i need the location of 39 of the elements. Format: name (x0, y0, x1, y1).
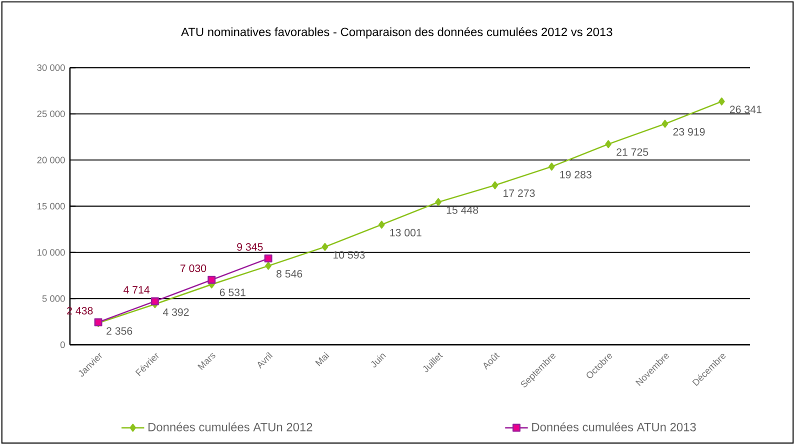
point (435, 198, 442, 206)
point (492, 181, 498, 190)
x-tick-label: Mai (315, 352, 330, 366)
point (208, 276, 216, 284)
data-label: 19 283 (560, 170, 592, 178)
chart-title: ATU nominatives favorables - Comparaison des données cumulées 2012 vs 2013 (181, 27, 612, 39)
y-tick-label: 25 000 (37, 110, 65, 118)
data-label: 8 546 (276, 270, 302, 278)
point (150, 297, 159, 306)
data-label: 6 531 (220, 288, 246, 296)
point (322, 242, 328, 251)
data-label: 10 593 (334, 251, 365, 259)
point (718, 98, 725, 106)
y-tick-label: 20 000 (37, 156, 65, 164)
y-tick-label: 15 000 (38, 202, 65, 210)
data-label: 4 392 (162, 308, 189, 316)
legend-label: Données cumulées ATUn 2013 (532, 422, 696, 432)
point (265, 262, 272, 270)
data-label: 2 356 (106, 327, 132, 335)
data-label: 23 919 (673, 128, 705, 136)
data-label: 9 345 (237, 243, 263, 251)
y-tick-label: 10 000 (38, 249, 65, 256)
legend-label: Données cumulées ATUn 2012 (148, 422, 312, 432)
data-label: 15 448 (446, 206, 478, 214)
point (605, 140, 612, 148)
y-tick-label: 30 000 (37, 64, 65, 71)
data-label: 26 341 (730, 106, 762, 114)
data-label: 21 725 (616, 148, 648, 156)
point (548, 162, 555, 171)
y-tick-label: 0 (60, 342, 65, 348)
point (662, 120, 668, 128)
data-label: 17 273 (504, 189, 535, 197)
x-tick-label: Juin (371, 354, 386, 368)
data-label: 13 001 (390, 228, 422, 236)
y-tick-label: 5 000 (42, 295, 65, 302)
point (378, 220, 385, 229)
data-label: 4 714 (124, 286, 150, 294)
data-label: 7 030 (180, 264, 206, 272)
point (264, 254, 272, 262)
